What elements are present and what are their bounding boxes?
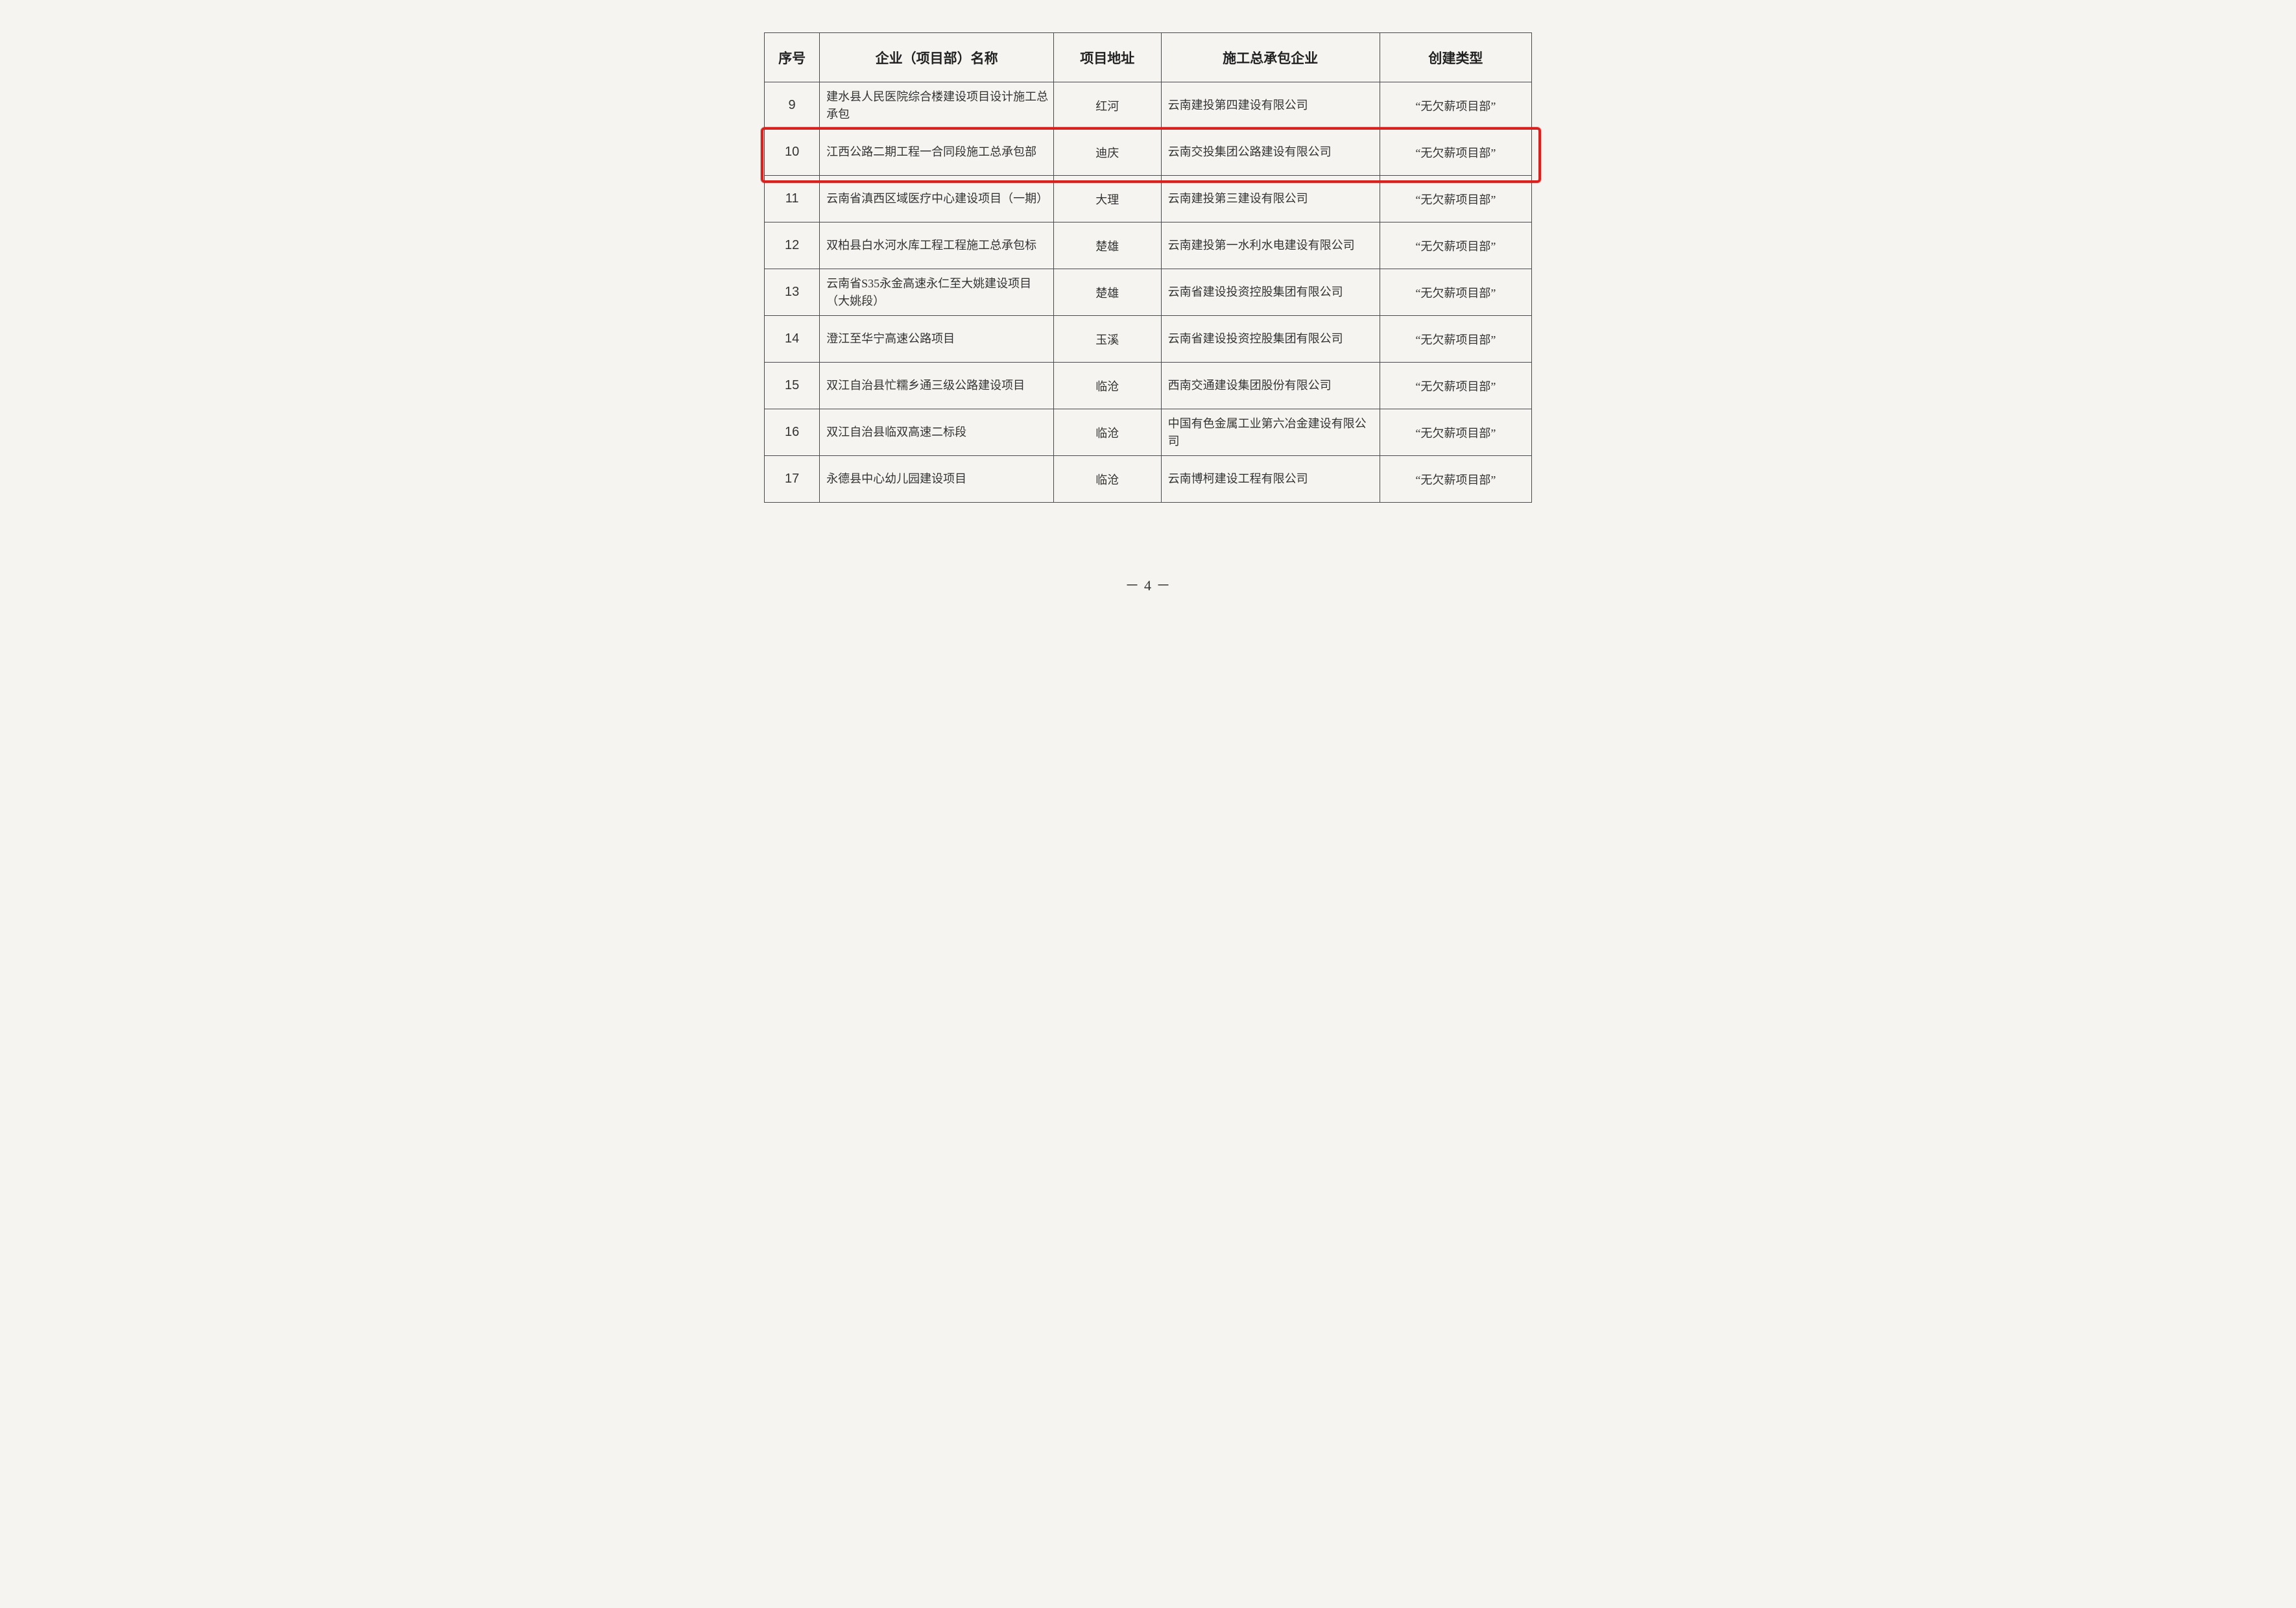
cell-address: 楚雄 (1053, 269, 1161, 316)
cell-project-name: 双江自治县忙糯乡通三级公路建设项目 (820, 363, 1054, 409)
cell-index: 15 (765, 363, 820, 409)
cell-project-name: 永德县中心幼儿园建设项目 (820, 456, 1054, 503)
cell-company: 云南建投第四建设有限公司 (1161, 82, 1380, 129)
cell-project-name: 双江自治县临双高速二标段 (820, 409, 1054, 456)
table-row: 12双柏县白水河水库工程工程施工总承包标楚雄云南建投第一水利水电建设有限公司“无… (765, 222, 1532, 269)
col-header-address: 项目地址 (1053, 33, 1161, 82)
cell-company: 西南交通建设集团股份有限公司 (1161, 363, 1380, 409)
cell-address: 临沧 (1053, 456, 1161, 503)
cell-project-name: 江西公路二期工程一合同段施工总承包部 (820, 129, 1054, 176)
cell-project-name: 云南省滇西区域医疗中心建设项目（一期） (820, 176, 1054, 222)
col-header-index: 序号 (765, 33, 820, 82)
document-page: 序号 企业（项目部）名称 项目地址 施工总承包企业 创建类型 9建水县人民医院综… (733, 0, 1563, 621)
cell-index: 9 (765, 82, 820, 129)
projects-table: 序号 企业（项目部）名称 项目地址 施工总承包企业 创建类型 9建水县人民医院综… (764, 32, 1532, 503)
cell-address: 大理 (1053, 176, 1161, 222)
page-number: － 4 － (764, 574, 1532, 595)
table-header-row: 序号 企业（项目部）名称 项目地址 施工总承包企业 创建类型 (765, 33, 1532, 82)
cell-type: “无欠薪项目部” (1380, 363, 1531, 409)
cell-company: 云南建投第一水利水电建设有限公司 (1161, 222, 1380, 269)
cell-company: 云南省建设投资控股集团有限公司 (1161, 316, 1380, 363)
cell-company: 云南博柯建设工程有限公司 (1161, 456, 1380, 503)
cell-address: 临沧 (1053, 363, 1161, 409)
table-row: 11云南省滇西区域医疗中心建设项目（一期）大理云南建投第三建设有限公司“无欠薪项… (765, 176, 1532, 222)
table-body: 9建水县人民医院综合楼建设项目设计施工总承包红河云南建投第四建设有限公司“无欠薪… (765, 82, 1532, 503)
col-header-company: 施工总承包企业 (1161, 33, 1380, 82)
cell-type: “无欠薪项目部” (1380, 409, 1531, 456)
cell-address: 红河 (1053, 82, 1161, 129)
table-row: 17永德县中心幼儿园建设项目临沧云南博柯建设工程有限公司“无欠薪项目部” (765, 456, 1532, 503)
cell-project-name: 澄江至华宁高速公路项目 (820, 316, 1054, 363)
cell-address: 迪庆 (1053, 129, 1161, 176)
cell-project-name: 建水县人民医院综合楼建设项目设计施工总承包 (820, 82, 1054, 129)
cell-index: 10 (765, 129, 820, 176)
table-row: 15双江自治县忙糯乡通三级公路建设项目临沧西南交通建设集团股份有限公司“无欠薪项… (765, 363, 1532, 409)
cell-type: “无欠薪项目部” (1380, 176, 1531, 222)
cell-index: 11 (765, 176, 820, 222)
cell-project-name: 云南省S35永金高速永仁至大姚建设项目（大姚段） (820, 269, 1054, 316)
col-header-name: 企业（项目部）名称 (820, 33, 1054, 82)
cell-type: “无欠薪项目部” (1380, 456, 1531, 503)
col-header-type: 创建类型 (1380, 33, 1531, 82)
cell-type: “无欠薪项目部” (1380, 222, 1531, 269)
cell-type: “无欠薪项目部” (1380, 129, 1531, 176)
cell-type: “无欠薪项目部” (1380, 269, 1531, 316)
cell-index: 12 (765, 222, 820, 269)
table-row: 9建水县人民医院综合楼建设项目设计施工总承包红河云南建投第四建设有限公司“无欠薪… (765, 82, 1532, 129)
cell-index: 16 (765, 409, 820, 456)
cell-address: 楚雄 (1053, 222, 1161, 269)
table-row: 16双江自治县临双高速二标段临沧中国有色金属工业第六冶金建设有限公司“无欠薪项目… (765, 409, 1532, 456)
cell-company: 中国有色金属工业第六冶金建设有限公司 (1161, 409, 1380, 456)
cell-type: “无欠薪项目部” (1380, 82, 1531, 129)
cell-address: 玉溪 (1053, 316, 1161, 363)
cell-address: 临沧 (1053, 409, 1161, 456)
cell-index: 17 (765, 456, 820, 503)
cell-company: 云南省建设投资控股集团有限公司 (1161, 269, 1380, 316)
table-row: 13云南省S35永金高速永仁至大姚建设项目（大姚段）楚雄云南省建设投资控股集团有… (765, 269, 1532, 316)
cell-index: 13 (765, 269, 820, 316)
cell-type: “无欠薪项目部” (1380, 316, 1531, 363)
cell-company: 云南建投第三建设有限公司 (1161, 176, 1380, 222)
cell-index: 14 (765, 316, 820, 363)
cell-company: 云南交投集团公路建设有限公司 (1161, 129, 1380, 176)
table-row: 14澄江至华宁高速公路项目玉溪云南省建设投资控股集团有限公司“无欠薪项目部” (765, 316, 1532, 363)
cell-project-name: 双柏县白水河水库工程工程施工总承包标 (820, 222, 1054, 269)
table-row: 10江西公路二期工程一合同段施工总承包部迪庆云南交投集团公路建设有限公司“无欠薪… (765, 129, 1532, 176)
